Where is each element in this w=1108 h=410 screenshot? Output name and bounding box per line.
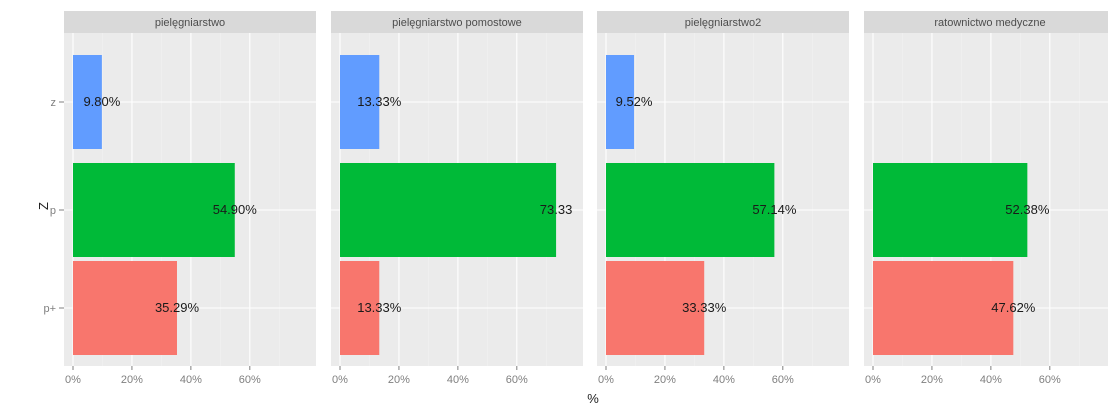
x-tick-label: 60% (506, 374, 528, 386)
bar-p (340, 163, 557, 257)
x-tick-label: 20% (121, 374, 143, 386)
facet-strip-label: pielęgniarstwo2 (685, 17, 761, 29)
data-label: 13.33% (357, 300, 402, 315)
bar-p+ (73, 261, 177, 355)
data-label: 9.80% (83, 94, 120, 109)
facet-panel-4: ratownictwo medyczne 52.38% 47.62% 0% 20% 40%… (864, 11, 1108, 386)
x-axis-title: % (587, 391, 599, 406)
bar-p (873, 163, 1028, 257)
data-label: 13.33% (357, 94, 402, 109)
data-label: 9.52% (616, 94, 653, 109)
facet-strip-label: pielęgniarstwo pomostowe (392, 17, 522, 29)
facet-strip (597, 11, 849, 33)
data-label: 73.33 (540, 202, 573, 217)
y-tick-label: p+ (43, 303, 56, 315)
data-label: 54.90% (213, 202, 258, 217)
facet-strip (331, 11, 583, 33)
facet-strip-label: pielęgniarstwo (155, 17, 225, 29)
y-tick-label: p (50, 205, 56, 217)
x-tick-label: 40% (180, 374, 202, 386)
bar-p+ (340, 261, 380, 355)
x-tick-label: 20% (921, 374, 943, 386)
x-tick-label: 40% (980, 374, 1002, 386)
x-tick-label: 60% (772, 374, 794, 386)
x-tick-label: 20% (388, 374, 410, 386)
data-label: 57.14% (752, 202, 797, 217)
y-axis-title: Z (36, 202, 51, 210)
facet-strip (64, 11, 316, 33)
x-tick-label: 40% (447, 374, 469, 386)
x-tick-label: 0% (598, 374, 614, 386)
facet-strip-label: ratownictwo medyczne (934, 17, 1045, 29)
x-tick-label: 60% (239, 374, 261, 386)
bar-p+ (873, 261, 1014, 355)
facet-panels: z p p+ pielęgniarstwo 9.80% 54.90% 35.29% 0% 20%… (43, 11, 1108, 386)
y-tick-label: z (51, 97, 57, 109)
x-tick-label: 60% (1039, 374, 1061, 386)
data-label: 35.29% (155, 300, 200, 315)
bar-z (606, 55, 635, 149)
bar-p (606, 163, 775, 257)
facet-strip (864, 11, 1108, 33)
bar-z (73, 55, 102, 149)
x-tick-label: 0% (65, 374, 81, 386)
data-label: 33.33% (682, 300, 727, 315)
facet-panel-2: pielęgniarstwo pomostowe 13.33% 73.33 13.33… (331, 11, 583, 386)
bar-p (73, 163, 235, 257)
x-tick-label: 40% (713, 374, 735, 386)
x-tick-label: 0% (332, 374, 348, 386)
data-label: 47.62% (991, 300, 1036, 315)
bar-z (340, 55, 380, 149)
data-label: 52.38% (1005, 202, 1050, 217)
x-tick-label: 20% (654, 374, 676, 386)
facet-panel-1: pielęgniarstwo 9.80% 54.90% 35.29% 0% 20% 40% 6… (64, 11, 316, 386)
bar-p+ (606, 261, 705, 355)
x-tick-label: 0% (865, 374, 881, 386)
facet-panel-3: pielęgniarstwo2 9.52% 57.14% 33.33% 0% 20% 40%… (597, 11, 849, 386)
